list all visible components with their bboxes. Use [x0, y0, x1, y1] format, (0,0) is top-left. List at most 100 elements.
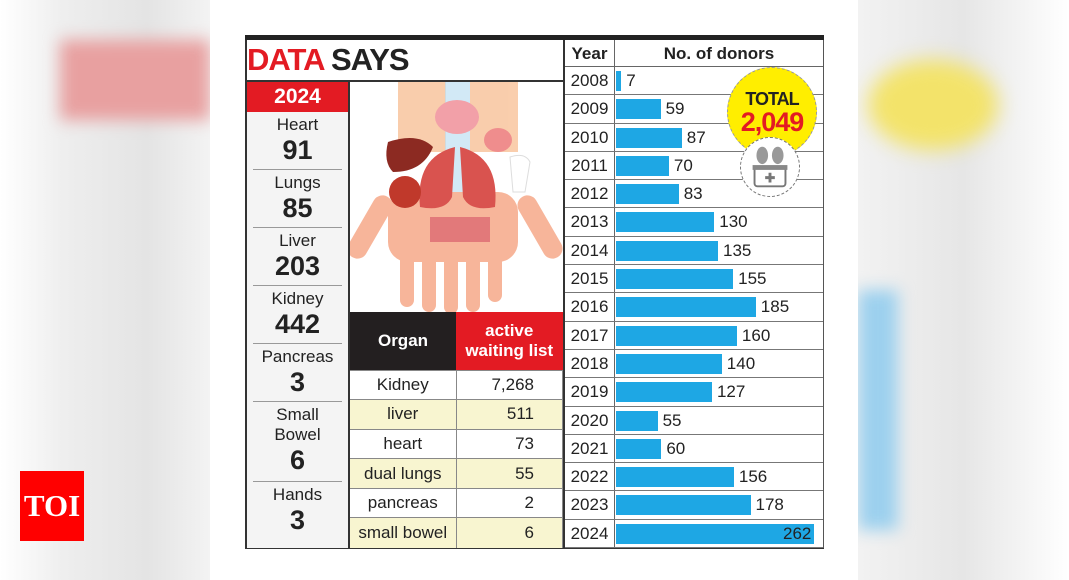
waiting-count: 73: [456, 428, 563, 459]
blurred-background-right: [858, 0, 1069, 580]
top-rule: [245, 35, 824, 40]
donor-value-label: 155: [738, 269, 767, 289]
year-tick-label: 2024: [565, 519, 615, 548]
chart-row: 2021 60: [565, 434, 823, 464]
donor-bar: [616, 410, 658, 431]
year-tick-label: 2013: [565, 208, 615, 236]
stat-lungs: Lungs 85: [253, 170, 342, 228]
chart-row: 2009 59: [565, 95, 823, 124]
chart-row: 2012 83: [565, 180, 823, 209]
donor-bar: [616, 438, 662, 459]
year-tick-label: 2018: [565, 349, 615, 378]
year-tick-label: 2016: [565, 293, 615, 321]
stat-value: 442: [274, 309, 321, 339]
stat-small-bowel: Small Bowel 6: [253, 402, 342, 482]
year-tick-label: 2014: [565, 236, 615, 265]
chart-row: 2024 262: [565, 519, 823, 549]
kidney-icon: [740, 137, 800, 197]
year-tick-label: 2021: [565, 434, 615, 463]
stat-liver: Liver 203: [253, 228, 342, 286]
donor-bar: [616, 495, 751, 516]
donor-bar: [616, 99, 661, 120]
chart-row: 2023 178: [565, 491, 823, 520]
brain-icon: [435, 100, 479, 134]
stat-name: Liver: [279, 231, 316, 250]
chart-row: 2019 127: [565, 378, 823, 407]
donor-bar: [616, 353, 722, 374]
donor-bar: [616, 212, 715, 233]
chart-header: Year No. of donors: [565, 40, 823, 67]
chart-row: 2018 140: [565, 349, 823, 379]
stat-value: 85: [282, 193, 313, 223]
waiting-count: 2: [456, 487, 563, 518]
donors-chart: Year No. of donors 2008 7 2009 59 2010 87 2011…: [563, 40, 824, 549]
donor-value-label: 130: [719, 212, 748, 232]
table-row: small bowel 6: [350, 517, 563, 548]
donor-value-label: 178: [755, 495, 784, 515]
donor-bar: [616, 184, 679, 205]
donor-value-label: 70: [673, 155, 693, 175]
donor-bar: [616, 127, 682, 148]
stat-value: 91: [282, 135, 313, 165]
waiting-list-table: Organ active waiting list Kidney 7,268 liv…: [350, 312, 563, 548]
year-axis-label: Year: [565, 40, 615, 66]
stat-value: 203: [274, 251, 321, 281]
year-tick-label: 2019: [565, 378, 615, 406]
table-row: heart 73: [350, 428, 563, 459]
donor-value-label: 55: [662, 410, 682, 430]
year-tick-label: 2022: [565, 463, 615, 491]
chart-row: 2010 87: [565, 123, 823, 152]
stat-name: Lungs: [274, 173, 321, 192]
chart-row: 2014 135: [565, 236, 823, 266]
waiting-list-header: active waiting list: [456, 312, 563, 370]
waiting-count: 6: [456, 517, 563, 548]
intestine-icon: [430, 217, 490, 242]
hand-icon: [350, 192, 563, 312]
stat-kidney: Kidney 442: [253, 286, 342, 344]
organ-name: dual lungs: [350, 458, 457, 489]
waiting-count: 55: [456, 458, 563, 489]
table-row: Kidney 7,268: [350, 369, 563, 400]
stat-name: Small Bowel: [274, 405, 321, 444]
stat-hands: Hands 3: [253, 482, 342, 538]
stat-name: Kidney: [271, 289, 324, 308]
donor-value-label: 140: [726, 353, 756, 373]
left-rule: [245, 40, 247, 549]
year-tick-label: 2020: [565, 406, 615, 434]
stat-name: Pancreas: [261, 347, 334, 366]
waiting-count: 7,268: [456, 369, 563, 400]
donor-value-label: 60: [666, 438, 686, 458]
year-tick-label: 2008: [565, 67, 615, 95]
donor-bar: [616, 523, 814, 544]
year-tick-label: 2017: [565, 321, 615, 349]
total-value: 2,049: [740, 107, 805, 137]
page-title: DATA SAYS: [247, 42, 410, 78]
chart-row: 2016 185: [565, 293, 823, 322]
donors-axis-label: No. of donors: [663, 44, 775, 63]
donor-value-label: 156: [738, 467, 768, 487]
table-row: dual lungs 55: [350, 458, 563, 489]
chart-row: 2020 55: [565, 406, 823, 435]
stat-name: Heart: [276, 115, 319, 134]
chart-row: 2015 155: [565, 265, 823, 294]
donor-value-label: 59: [665, 99, 685, 119]
title-red: DATA: [247, 42, 324, 77]
donor-value-label: 127: [716, 382, 746, 402]
year-tick-label: 2010: [565, 123, 615, 151]
year-header: 2024: [247, 82, 348, 112]
organ-name: liver: [350, 399, 457, 430]
donor-value-label: 87: [686, 127, 706, 147]
donor-value-label: 160: [741, 325, 771, 345]
donor-bar: [616, 269, 734, 290]
stat-value: 3: [289, 367, 306, 397]
donor-bar: [616, 467, 734, 488]
donor-bar: [616, 240, 719, 261]
year-tick-label: 2023: [565, 491, 615, 519]
donor-value-label: 7: [626, 71, 636, 90]
donor-bar: [616, 325, 737, 346]
liver-icon: [386, 138, 433, 172]
chart-row: 2013 130: [565, 208, 823, 237]
year-tick-label: 2009: [565, 95, 615, 123]
donor-bar: [616, 297, 756, 318]
donor-value-label: 185: [760, 297, 790, 317]
